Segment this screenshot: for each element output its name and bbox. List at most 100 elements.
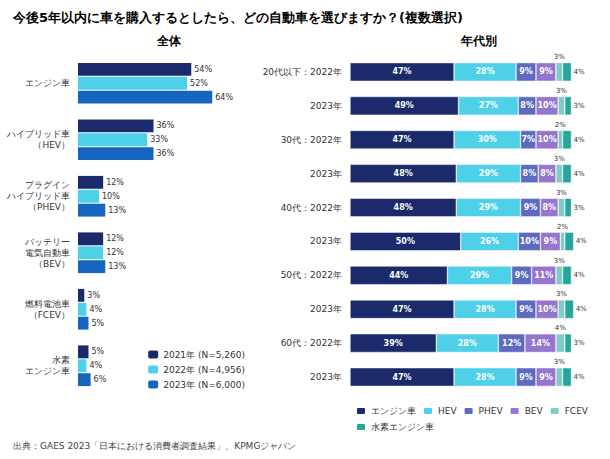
svg-text:52%: 52%	[190, 79, 208, 88]
svg-text:47%: 47%	[392, 305, 411, 314]
svg-text:28%: 28%	[475, 67, 494, 76]
svg-text:3%: 3%	[87, 291, 100, 300]
svg-text:（BEV）: （BEV）	[34, 259, 70, 269]
svg-text:2023年: 2023年	[310, 304, 342, 314]
svg-text:49%: 49%	[395, 101, 414, 110]
svg-text:40代：2022年: 40代：2022年	[281, 203, 342, 213]
svg-text:3%: 3%	[554, 155, 565, 163]
svg-text:全体: 全体	[156, 34, 182, 48]
svg-text:10%: 10%	[520, 237, 539, 246]
svg-text:HEV: HEV	[438, 406, 457, 416]
svg-text:FCEV: FCEV	[565, 406, 589, 416]
svg-text:4%: 4%	[573, 373, 584, 381]
svg-text:エンジン車: エンジン車	[25, 366, 70, 376]
svg-text:9%: 9%	[544, 237, 558, 246]
svg-text:47%: 47%	[392, 373, 411, 382]
svg-text:2023年: 2023年	[310, 101, 342, 111]
svg-text:28%: 28%	[458, 339, 477, 348]
svg-text:7%: 7%	[521, 135, 535, 144]
svg-text:3%: 3%	[554, 257, 565, 265]
svg-text:5%: 5%	[91, 319, 104, 328]
svg-text:8%: 8%	[540, 169, 554, 178]
svg-text:水素エンジン車: 水素エンジン車	[371, 422, 434, 432]
svg-text:2%: 2%	[557, 223, 568, 231]
svg-text:30代：2022年: 30代：2022年	[281, 135, 342, 145]
svg-text:4%: 4%	[576, 305, 587, 313]
svg-text:出典：GAES 2023「日本における消費者調査結果」、KP: 出典：GAES 2023「日本における消費者調査結果」、KPMGジャパン	[13, 441, 296, 451]
svg-text:9%: 9%	[519, 373, 533, 382]
svg-text:9%: 9%	[539, 67, 553, 76]
svg-text:54%: 54%	[194, 65, 212, 74]
svg-text:4%: 4%	[576, 237, 587, 245]
svg-text:36%: 36%	[157, 121, 175, 130]
svg-text:6%: 6%	[94, 375, 107, 384]
svg-text:64%: 64%	[215, 93, 233, 102]
svg-text:4%: 4%	[573, 136, 584, 144]
svg-text:13%: 13%	[108, 262, 126, 271]
svg-text:2022年 (N=4,956): 2022年 (N=4,956)	[163, 365, 245, 375]
svg-text:47%: 47%	[392, 67, 411, 76]
svg-text:12%: 12%	[106, 178, 124, 187]
svg-text:プラグイン: プラグイン	[25, 180, 70, 190]
svg-text:2023年: 2023年	[310, 236, 342, 246]
svg-text:48%: 48%	[394, 169, 413, 178]
svg-text:11%: 11%	[534, 271, 553, 280]
svg-text:3%: 3%	[554, 53, 565, 61]
svg-text:50%: 50%	[396, 237, 415, 246]
svg-text:4%: 4%	[555, 324, 566, 332]
svg-text:年代別: 年代別	[460, 34, 497, 48]
svg-text:20代以下：2022年: 20代以下：2022年	[263, 67, 342, 77]
svg-text:36%: 36%	[157, 149, 175, 158]
svg-text:8%: 8%	[520, 101, 534, 110]
svg-text:8%: 8%	[542, 203, 556, 212]
svg-text:3%: 3%	[556, 87, 567, 95]
svg-text:エンジン車: エンジン車	[371, 406, 416, 416]
svg-text:13%: 13%	[108, 206, 126, 215]
svg-text:39%: 39%	[384, 339, 403, 348]
svg-text:エンジン車: エンジン車	[25, 78, 70, 88]
svg-text:5%: 5%	[91, 347, 104, 356]
svg-text:50代：2022年: 50代：2022年	[281, 270, 342, 280]
svg-text:9%: 9%	[539, 373, 553, 382]
svg-text:9%: 9%	[519, 305, 533, 314]
svg-text:（HEV）: （HEV）	[33, 140, 70, 150]
svg-text:3%: 3%	[573, 204, 584, 212]
svg-text:47%: 47%	[392, 135, 411, 144]
svg-text:4%: 4%	[89, 361, 102, 370]
svg-text:48%: 48%	[394, 203, 413, 212]
svg-text:バッテリー: バッテリー	[24, 237, 70, 247]
svg-text:2023年: 2023年	[310, 372, 342, 382]
svg-text:60代：2022年: 60代：2022年	[281, 338, 342, 348]
svg-text:3%: 3%	[556, 189, 567, 197]
svg-text:10%: 10%	[102, 192, 120, 201]
svg-text:33%: 33%	[150, 135, 168, 144]
svg-text:10%: 10%	[537, 135, 556, 144]
svg-text:44%: 44%	[389, 271, 408, 280]
svg-text:29%: 29%	[479, 203, 498, 212]
svg-text:（PHEV）: （PHEV）	[28, 202, 70, 212]
svg-text:（FCEV）: （FCEV）	[29, 310, 70, 320]
svg-text:PHEV: PHEV	[479, 406, 504, 416]
svg-text:4%: 4%	[573, 271, 584, 279]
svg-text:電気自動車: 電気自動車	[25, 248, 70, 258]
svg-text:2023年: 2023年	[310, 169, 342, 179]
svg-text:水素: 水素	[52, 355, 70, 365]
svg-text:今後5年以内に車を購入するとしたら、どの自動車を選びますか？: 今後5年以内に車を購入するとしたら、どの自動車を選びますか？(複数選択)	[12, 10, 463, 25]
svg-text:12%: 12%	[106, 234, 124, 243]
svg-text:3%: 3%	[573, 102, 584, 110]
svg-text:29%: 29%	[479, 169, 498, 178]
svg-text:10%: 10%	[537, 305, 556, 314]
svg-text:3%: 3%	[556, 290, 567, 298]
svg-text:10%: 10%	[537, 101, 556, 110]
svg-text:2023年 (N=6,000): 2023年 (N=6,000)	[163, 380, 245, 390]
svg-text:3%: 3%	[573, 339, 584, 347]
svg-text:9%: 9%	[524, 203, 538, 212]
svg-text:4%: 4%	[573, 68, 584, 76]
svg-text:2%: 2%	[555, 121, 566, 129]
svg-text:4%: 4%	[573, 170, 584, 178]
svg-text:14%: 14%	[531, 339, 550, 348]
svg-text:28%: 28%	[475, 305, 494, 314]
svg-text:ハイブリッド車: ハイブリッド車	[6, 191, 70, 201]
svg-text:8%: 8%	[523, 169, 537, 178]
svg-text:2021年 (N=5,260): 2021年 (N=5,260)	[163, 350, 245, 360]
